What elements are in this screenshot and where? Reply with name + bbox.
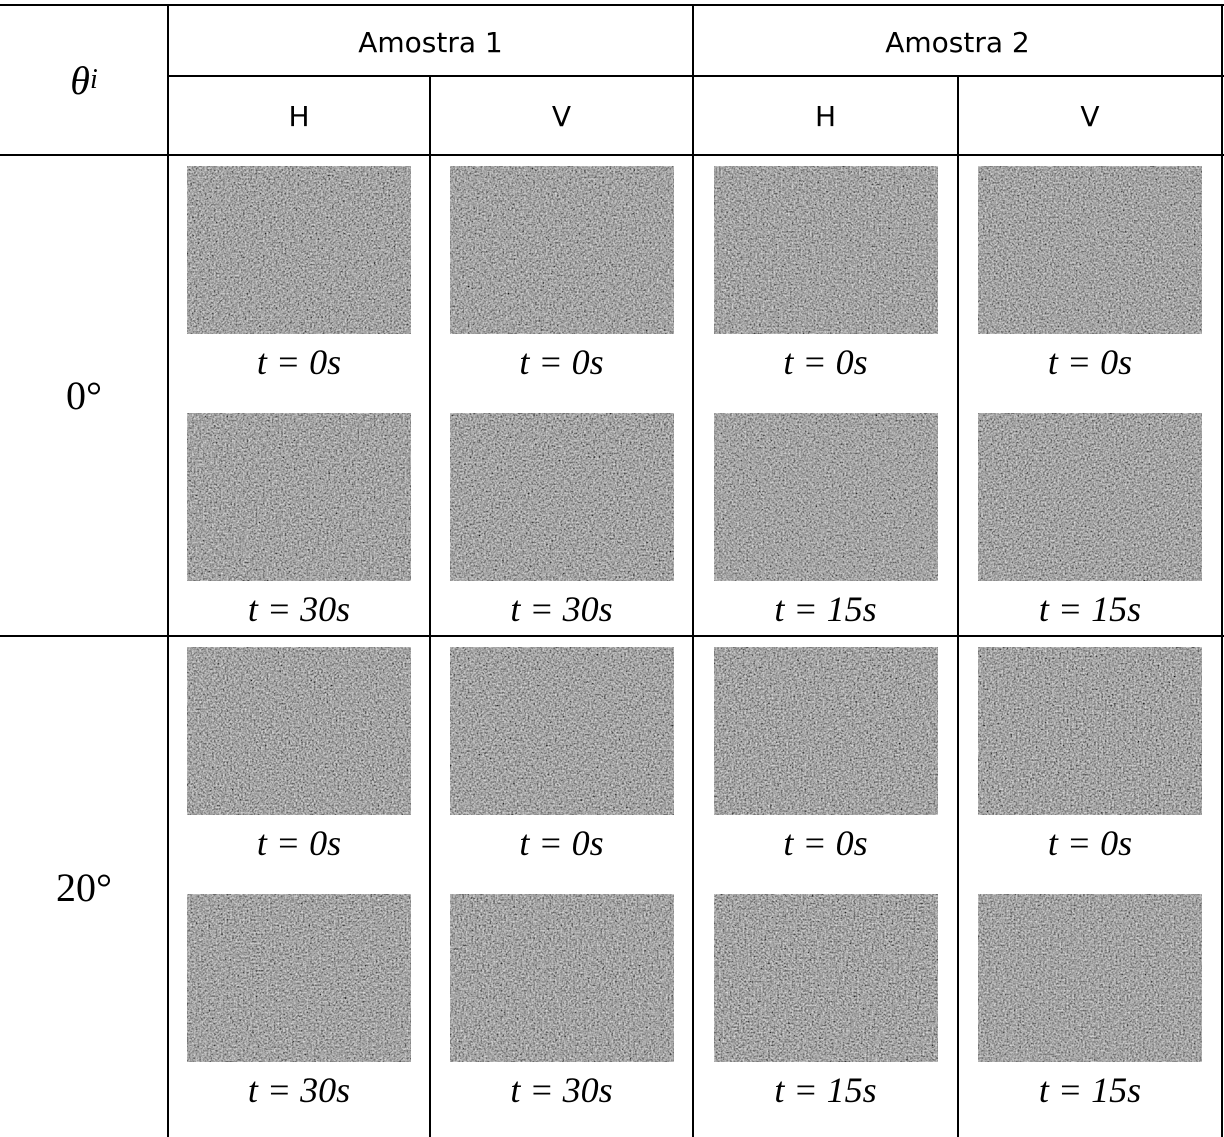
time-caption: t = 0s [168, 338, 430, 386]
rule [1221, 4, 1223, 1137]
time-caption: t = 15s [958, 585, 1222, 633]
time-caption: t = 0s [430, 338, 693, 386]
speckle-image [187, 894, 411, 1062]
time-caption: t = 0s [693, 338, 958, 386]
angle-label: 20° [0, 637, 168, 1137]
table-figure: θiAmostra 1Amostra 2HVHV0°t = 0st = 30st… [0, 0, 1224, 1137]
speckle-image [450, 647, 674, 815]
time-caption: t = 15s [693, 1066, 958, 1114]
speckle-image [714, 413, 938, 581]
theta-subscript: i [90, 64, 98, 96]
speckle-image [978, 894, 1202, 1062]
rule [0, 4, 1224, 6]
speckle-image [450, 894, 674, 1062]
column-header: V [430, 78, 693, 154]
speckle-image [187, 413, 411, 581]
speckle-image [978, 413, 1202, 581]
time-caption: t = 15s [958, 1066, 1222, 1114]
time-caption: t = 30s [168, 585, 430, 633]
column-header: H [168, 78, 430, 154]
time-caption: t = 30s [168, 1066, 430, 1114]
rule [0, 635, 1224, 637]
time-caption: t = 30s [430, 585, 693, 633]
speckle-image [450, 413, 674, 581]
time-caption: t = 0s [958, 819, 1222, 867]
time-caption: t = 30s [430, 1066, 693, 1114]
speckle-image [714, 166, 938, 334]
theta: θ [70, 57, 90, 104]
group-header: Amostra 2 [693, 8, 1222, 76]
column-header: V [958, 78, 1222, 154]
time-caption: t = 0s [430, 819, 693, 867]
rule [0, 154, 1224, 156]
speckle-image [978, 647, 1202, 815]
time-caption: t = 15s [693, 585, 958, 633]
time-caption: t = 0s [693, 819, 958, 867]
time-caption: t = 0s [958, 338, 1222, 386]
speckle-image [187, 166, 411, 334]
speckle-image [450, 166, 674, 334]
rule [692, 4, 694, 1137]
angle-label: 0° [0, 156, 168, 635]
time-caption: t = 0s [168, 819, 430, 867]
column-header: H [693, 78, 958, 154]
speckle-image [978, 166, 1202, 334]
speckle-image [187, 647, 411, 815]
speckle-image [714, 647, 938, 815]
speckle-image [714, 894, 938, 1062]
group-header: Amostra 1 [168, 8, 693, 76]
